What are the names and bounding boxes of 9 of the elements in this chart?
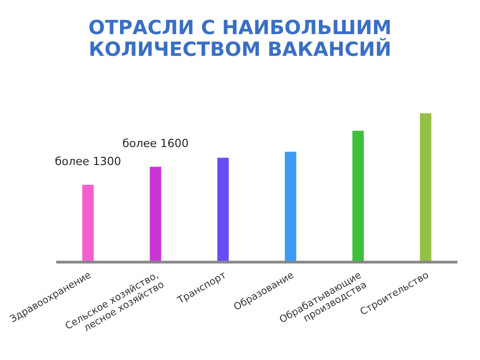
bar	[283, 150, 298, 262]
chart-title: ОТРАСЛИ С НАИБОЛЬШИМ КОЛИЧЕСТВОМ ВАКАНСИЙ	[89, 20, 390, 56]
bar	[216, 156, 230, 262]
bar	[148, 165, 163, 262]
bar	[80, 183, 96, 262]
bar	[350, 129, 366, 262]
bar	[418, 112, 433, 262]
data-label: более 1300	[55, 156, 120, 166]
data-label: более 1600	[123, 138, 188, 148]
